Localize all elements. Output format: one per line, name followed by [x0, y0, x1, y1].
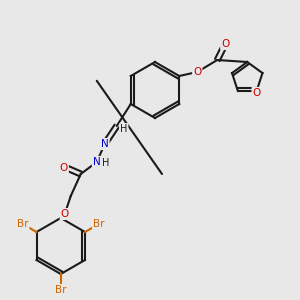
Text: O: O — [60, 163, 68, 173]
Text: H: H — [120, 124, 127, 134]
Text: O: O — [253, 88, 261, 98]
Text: H: H — [102, 158, 110, 168]
Text: O: O — [61, 209, 69, 219]
Text: O: O — [193, 67, 201, 77]
Text: Br: Br — [17, 219, 28, 229]
Text: Br: Br — [93, 219, 105, 229]
Text: O: O — [221, 39, 230, 49]
Text: N: N — [101, 139, 109, 149]
Text: N: N — [93, 157, 100, 167]
Text: Br: Br — [55, 285, 67, 295]
